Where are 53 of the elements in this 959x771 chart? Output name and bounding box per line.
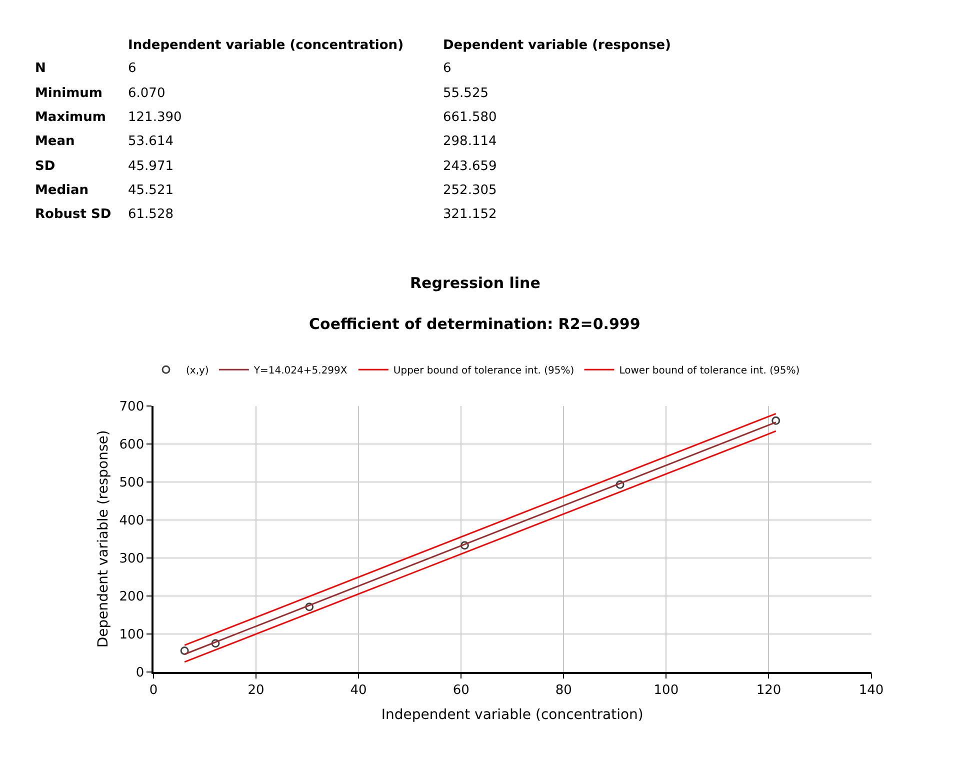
point bbox=[211, 639, 220, 648]
legend-label: Lower bound of tolerance int. (95%) bbox=[619, 365, 800, 376]
point bbox=[180, 646, 189, 655]
x-tick-label: 100 bbox=[654, 683, 679, 698]
text: Independent variable (concentration) bbox=[128, 38, 404, 53]
text: Minimum bbox=[35, 86, 102, 101]
text: 6 bbox=[128, 61, 136, 76]
point bbox=[460, 541, 469, 550]
text: 252.305 bbox=[443, 183, 497, 198]
text: 321.152 bbox=[443, 207, 497, 222]
x-tick-label: 80 bbox=[555, 683, 572, 698]
point bbox=[772, 416, 780, 425]
y-tick-label: 700 bbox=[119, 400, 144, 415]
text: 298.114 bbox=[443, 134, 497, 149]
x-tick-label: 120 bbox=[756, 683, 782, 698]
y-axis-title: Dependent variable (response) bbox=[95, 430, 112, 648]
x-tick-label: 0 bbox=[149, 683, 158, 698]
chart-subtitle: Coefficient of determination: R2=0.999 bbox=[309, 315, 640, 333]
y-tick-label: 100 bbox=[119, 627, 144, 642]
x-tick-label: 60 bbox=[452, 683, 470, 698]
text: 45.521 bbox=[128, 183, 174, 198]
y-tick-label: 300 bbox=[119, 551, 144, 566]
chart-title: Regression line bbox=[410, 274, 540, 292]
text: 53.614 bbox=[128, 134, 174, 149]
y-tick-label: 400 bbox=[119, 513, 144, 528]
y-tick-label: 0 bbox=[136, 665, 144, 680]
text: Median bbox=[35, 183, 89, 198]
x-tick-label: 140 bbox=[858, 683, 884, 698]
text: 45.971 bbox=[128, 159, 174, 174]
legend-label: Upper bound of tolerance int. (95%) bbox=[393, 365, 574, 376]
y-tick-label: 600 bbox=[119, 438, 144, 453]
text: SD bbox=[35, 159, 56, 174]
point bbox=[616, 480, 624, 489]
x-tick-label: 20 bbox=[248, 683, 264, 698]
point bbox=[305, 602, 314, 612]
y-tick-label: 500 bbox=[119, 476, 144, 491]
text: N bbox=[35, 61, 46, 76]
text: Robust SD bbox=[35, 207, 112, 222]
text: 121.390 bbox=[128, 110, 182, 125]
x-axis-title: Independent variable (concentration) bbox=[381, 706, 644, 723]
text: Mean bbox=[35, 134, 75, 149]
legend-label: (x,y) bbox=[186, 365, 209, 376]
text: 6.070 bbox=[128, 86, 166, 101]
text: 6 bbox=[443, 61, 452, 76]
text: 243.659 bbox=[443, 159, 497, 174]
y-tick-label: 200 bbox=[119, 589, 144, 604]
text: 55.525 bbox=[443, 86, 488, 101]
x-tick-label: 40 bbox=[350, 683, 367, 698]
text: Dependent variable (response) bbox=[443, 38, 671, 53]
text: 61.528 bbox=[128, 207, 174, 222]
legend-label: Y=14.024+5.299X bbox=[252, 365, 348, 376]
text: 661.580 bbox=[443, 110, 497, 125]
text: Maximum bbox=[35, 110, 106, 125]
